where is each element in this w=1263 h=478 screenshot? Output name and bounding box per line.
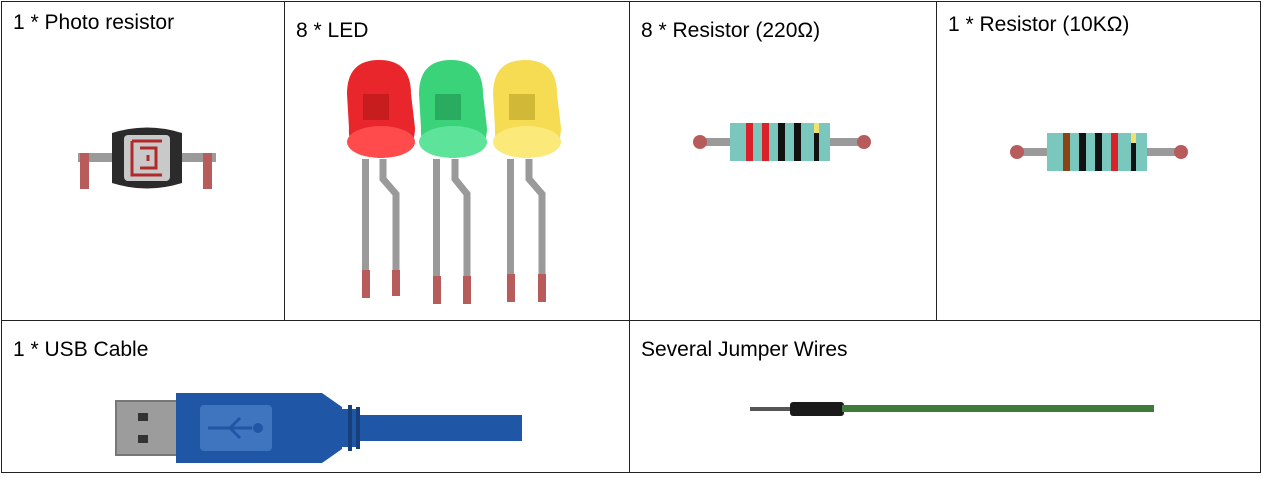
cell-jumper-wires: Several Jumper Wires	[629, 320, 1261, 473]
led-label: 8 * LED	[296, 19, 369, 42]
resistor-220-label: 8 * Resistor (220Ω)	[641, 19, 821, 42]
cell-usb-cable: 1 * USB Cable	[1, 320, 630, 473]
photo-resistor-image	[78, 127, 216, 189]
led-yellow-icon	[493, 60, 561, 302]
led-red-icon	[347, 60, 415, 298]
resistor-10k-image	[1010, 133, 1188, 171]
led-image	[347, 60, 561, 304]
jumper-wire-image	[750, 402, 1154, 416]
resistor-10k-label: 1 * Resistor (10KΩ)	[948, 13, 1130, 36]
cell-resistor-10k: 1 * Resistor (10KΩ)	[936, 1, 1261, 321]
resistor-220-image	[693, 123, 871, 161]
cell-photo-resistor: 1 * Photo resistor	[1, 1, 285, 321]
usb-cable-label: 1 * USB Cable	[13, 338, 149, 361]
cell-resistor-220: 8 * Resistor (220Ω)	[629, 1, 937, 321]
led-green-icon	[419, 60, 487, 304]
cell-led: 8 * LED	[284, 1, 630, 321]
usb-cable-image	[115, 393, 522, 463]
photo-resistor-label: 1 * Photo resistor	[13, 11, 175, 34]
jumper-wires-label: Several Jumper Wires	[641, 338, 848, 361]
